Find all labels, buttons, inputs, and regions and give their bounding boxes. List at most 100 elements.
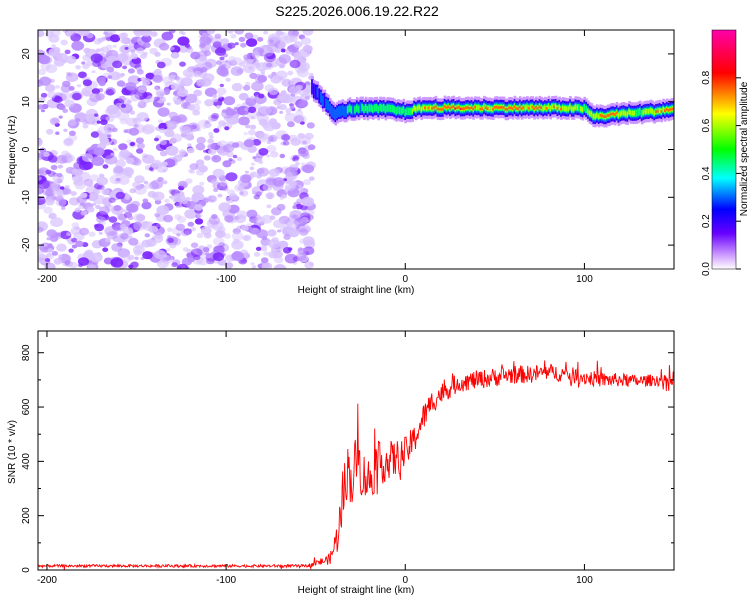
noise-blob: [95, 204, 101, 210]
noise-blob: [67, 119, 77, 127]
noise-blob: [92, 60, 101, 67]
noise-blob: [257, 74, 268, 83]
noise-blob: [45, 64, 58, 74]
signal-track-cell: [508, 106, 511, 110]
signal-track-cell: [493, 106, 497, 109]
signal-track-cell: [502, 106, 506, 109]
noise-blob: [243, 84, 251, 91]
noise-blob: [238, 36, 246, 43]
noise-blob: [163, 90, 170, 95]
noise-blob: [166, 102, 171, 106]
noise-blob: [302, 30, 314, 36]
noise-blob: [180, 182, 187, 188]
spectrogram-xlabel: Height of straight line (km): [298, 285, 415, 296]
noise-blob: [298, 255, 309, 263]
noise-blob: [307, 144, 316, 151]
signal-track-cell: [381, 104, 384, 112]
noise-blob: [258, 105, 272, 116]
noise-blob: [125, 157, 135, 164]
noise-blob: [260, 257, 269, 264]
noise-blob: [182, 247, 189, 252]
signal-track-cell: [646, 109, 649, 114]
signal-track-cell: [518, 105, 522, 109]
noise-blob: [113, 205, 122, 212]
noise-blob: [116, 73, 122, 78]
signal-track-cell: [569, 104, 572, 110]
noise-blob: [262, 183, 273, 192]
noise-blob: [83, 178, 94, 187]
noise-blob: [219, 83, 224, 88]
signal-track-cell: [467, 106, 470, 109]
noise-blob: [40, 196, 45, 200]
noise-blob: [190, 242, 199, 248]
x-tick-label: -200: [37, 274, 57, 285]
noise-blob: [116, 80, 126, 87]
noise-blob: [136, 148, 144, 154]
x-tick-label: 0: [402, 575, 408, 586]
noise-blob: [99, 137, 110, 145]
noise-blob: [210, 178, 219, 185]
noise-blob: [122, 65, 128, 70]
noise-blob: [300, 216, 309, 224]
signal-track-cell: [554, 104, 558, 109]
colorbar-label: Normalized spectral amplitude: [739, 81, 750, 216]
noise-blob: [148, 167, 154, 171]
noise-blob: [213, 128, 220, 133]
noise-blob: [273, 264, 287, 269]
snr-series-line: [38, 360, 674, 570]
noise-blob: [91, 70, 96, 74]
noise-blob: [132, 30, 141, 35]
noise-blob: [45, 128, 54, 135]
noise-blob: [61, 206, 66, 210]
noise-blob: [77, 84, 82, 88]
noise-blob: [234, 214, 247, 224]
noise-blob: [239, 174, 252, 184]
noise-blob: [82, 123, 89, 129]
noise-blob: [184, 93, 198, 104]
signal-track-cell: [436, 107, 440, 111]
signal-track-cell: [434, 105, 438, 109]
signal-track-cell: [375, 104, 379, 112]
noise-blob: [142, 51, 148, 56]
snr-plot-area: [38, 360, 674, 570]
signal-track-cell: [354, 106, 357, 114]
noise-blob: [51, 44, 56, 48]
noise-blob: [215, 60, 222, 65]
x-tick-label: 0: [402, 274, 408, 285]
noise-blob: [91, 156, 105, 167]
noise-blob: [195, 143, 206, 151]
noise-blob: [86, 206, 95, 213]
signal-track-cell: [608, 113, 612, 117]
noise-blob: [100, 119, 108, 126]
noise-blob: [254, 75, 266, 84]
signal-track-cell: [323, 92, 327, 108]
noise-blob: [228, 56, 236, 62]
noise-blob: [223, 96, 236, 106]
noise-blob: [249, 166, 255, 171]
noise-blob: [39, 147, 47, 153]
noise-blob: [279, 197, 284, 200]
noise-blob: [80, 192, 88, 198]
noise-blob: [38, 179, 50, 189]
signal-track-cell: [542, 106, 545, 112]
signal-track-cell: [432, 106, 436, 110]
noise-blob: [111, 205, 124, 215]
y-tick-label: 0: [21, 146, 32, 152]
noise-blob: [101, 188, 110, 195]
noise-blob: [105, 115, 115, 123]
noise-blob: [120, 37, 128, 44]
noise-blob: [207, 144, 215, 150]
noise-blob: [155, 88, 165, 96]
noise-blob: [179, 61, 186, 67]
noise-blob: [300, 162, 306, 166]
noise-blob: [46, 229, 57, 238]
signal-track-cell: [635, 109, 638, 117]
noise-blob: [133, 184, 147, 195]
noise-blob: [47, 248, 54, 253]
noise-blob: [89, 93, 102, 103]
noise-blob: [47, 155, 58, 163]
noise-blob: [287, 247, 293, 251]
noise-blob: [91, 88, 100, 95]
noise-blob: [49, 235, 59, 242]
noise-blob: [82, 79, 92, 87]
